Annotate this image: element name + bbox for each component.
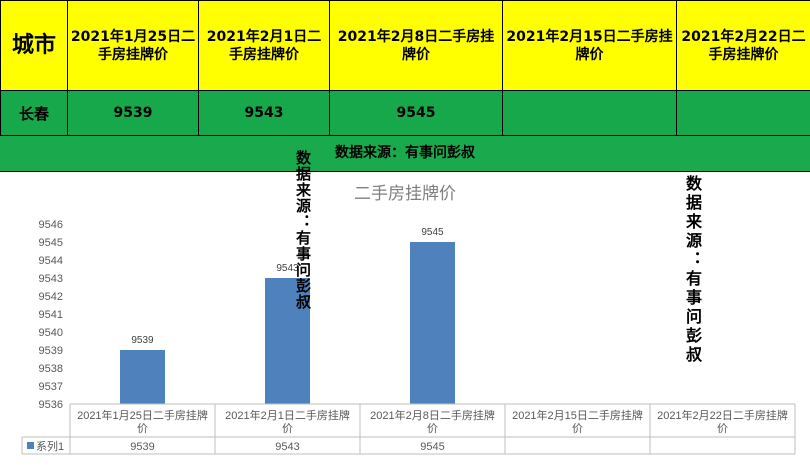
data-table-value: 9539	[130, 441, 154, 453]
city-header-cell[interactable]: 城市	[1, 1, 68, 91]
x-category-label-line: 2021年2月1日二手房挂牌	[225, 408, 350, 422]
x-category-label-line: 2021年1月25日二手房挂牌	[77, 408, 208, 422]
value-cell[interactable]	[677, 91, 810, 136]
y-tick-label: 9545	[39, 237, 63, 249]
x-category-label-line: 价	[717, 422, 728, 435]
y-tick-label: 9544	[39, 255, 63, 267]
y-tick-label: 9541	[39, 309, 63, 321]
y-tick-label: 9537	[39, 381, 63, 393]
value-cell[interactable]	[503, 91, 677, 136]
y-tick-label: 9546	[39, 219, 63, 231]
y-tick-label: 9540	[39, 327, 63, 339]
source-note-bar[interactable]: 数据来源：有事问彭叔	[0, 135, 810, 172]
column-header-cell[interactable]: 2021年1月25日二手房挂牌价	[68, 1, 199, 91]
legend-key	[27, 442, 34, 449]
y-tick-label: 9536	[39, 399, 63, 411]
legend-series-name: 系列1	[36, 439, 64, 453]
value-cell[interactable]: 9543	[199, 91, 330, 136]
city-cell[interactable]: 长春	[1, 91, 68, 136]
y-tick-label: 9538	[39, 363, 63, 375]
x-category-label-line: 价	[137, 422, 148, 435]
x-category-label-line: 价	[282, 422, 293, 435]
vertical-source-note: 数据来源：有事问彭叔	[680, 175, 704, 365]
data-table-value: 9543	[275, 441, 299, 453]
bar	[410, 242, 455, 404]
value-cell[interactable]: 9545	[330, 91, 503, 136]
x-category-label-line: 2021年2月8日二手房挂牌	[370, 408, 495, 422]
column-header-cell[interactable]: 2021年2月8日二手房挂牌价	[330, 1, 503, 91]
data-label: 9545	[421, 227, 444, 238]
y-tick-label: 9542	[39, 291, 63, 303]
y-tick-label: 9543	[39, 273, 63, 285]
value-cell[interactable]: 9539	[68, 91, 199, 136]
bar	[120, 350, 165, 404]
chart-title: 二手房挂牌价	[354, 184, 456, 203]
data-row: 长春 9539 9543 9545	[1, 91, 810, 136]
data-label: 9539	[131, 335, 154, 346]
x-category-label-line: 2021年2月22日二手房挂牌	[657, 408, 788, 422]
x-category-label-line: 价	[427, 422, 438, 435]
price-table: 城市 2021年1月25日二手房挂牌价 2021年2月1日二手房挂牌价 2021…	[0, 0, 810, 136]
y-tick-label: 9539	[39, 345, 63, 357]
column-header-cell[interactable]: 2021年2月1日二手房挂牌价	[199, 1, 330, 91]
column-header-cell[interactable]: 2021年2月22日二手房挂牌价	[677, 1, 810, 91]
x-category-label-line: 价	[572, 422, 583, 435]
vertical-source-note: 数据来源：有事问彭叔	[293, 150, 314, 310]
x-category-label-line: 2021年2月15日二手房挂牌	[512, 408, 643, 422]
data-table-value: 9545	[420, 441, 444, 453]
header-row: 城市 2021年1月25日二手房挂牌价 2021年2月1日二手房挂牌价 2021…	[1, 1, 810, 91]
column-header-cell[interactable]: 2021年2月15日二手房挂牌价	[503, 1, 677, 91]
